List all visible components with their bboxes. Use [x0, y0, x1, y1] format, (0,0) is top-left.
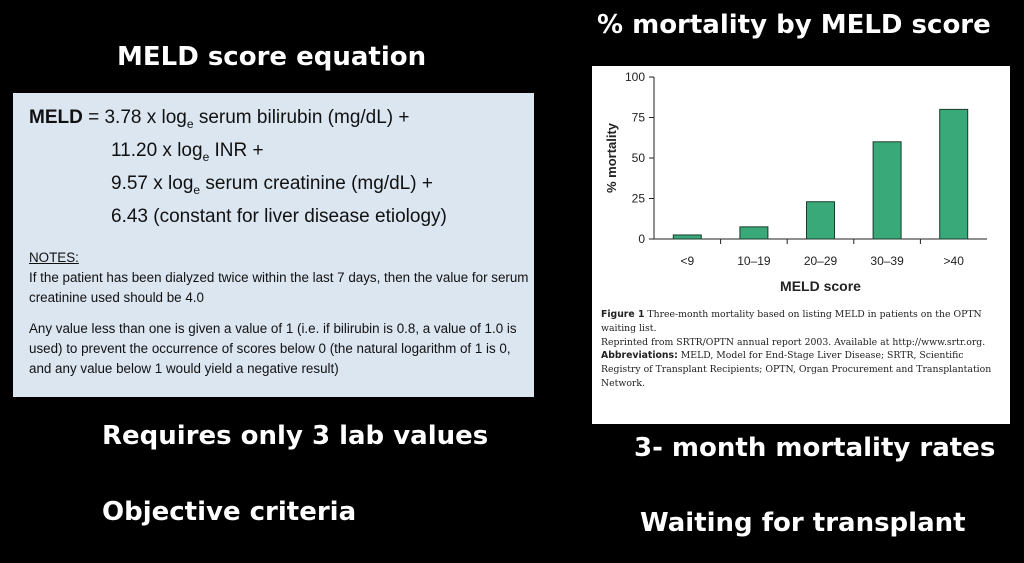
equation-line-3-term: serum creatinine (mg/dL) + [200, 173, 433, 194]
figure-text: Three-month mortality based on listing M… [601, 309, 982, 334]
bar-4 [939, 108, 969, 240]
equation-line-3-coef: 9.57 x log [111, 173, 194, 194]
point-objective-criteria: Objective criteria [102, 497, 357, 527]
bar-3 [872, 141, 902, 240]
y-tick-label: 0 [638, 232, 645, 246]
equation-line-2-coef: 11.20 x log [111, 140, 203, 161]
mortality-figure: 0 25 50 75 100 <9 10–19 20–29 30–39 >40 MELD score… [592, 66, 1010, 424]
x-tick-label: <9 [680, 254, 694, 268]
x-axis-title: MELD score [780, 278, 861, 294]
bar-0 [672, 234, 702, 240]
log-base-subscript: e [186, 116, 194, 131]
x-tick-label: 10–19 [737, 254, 771, 268]
equation-line-3: 9.57 x loge serum creatinine (mg/dL) + [111, 173, 433, 197]
mortality-bar-chart: 0 25 50 75 100 <9 10–19 20–29 30–39 >40 MELD score… [604, 70, 987, 294]
figure-label: Figure 1 [601, 309, 645, 320]
y-tick-label: 50 [632, 151, 646, 165]
chart-heading: % mortality by MELD score [597, 10, 991, 40]
equation-line-1-term: serum bilirubin (mg/dL) + [193, 107, 410, 128]
equation-line-4: 6.43 (constant for liver disease etiolog… [111, 206, 447, 227]
meld-equation-heading: MELD score equation [117, 42, 427, 72]
equation-line-1-coef: = 3.78 x log [82, 107, 187, 128]
figure-caption: Figure 1 Three-month mortality based on … [601, 308, 1003, 391]
note-dialysis: If the patient has been dialyzed twice w… [29, 270, 529, 305]
note-minimum-value: Any value less than one is given a value… [29, 321, 517, 376]
x-tick-label: 30–39 [870, 254, 904, 268]
meld-label: MELD [29, 107, 83, 128]
y-tick-label: 75 [632, 111, 646, 125]
notes-heading: NOTES: [29, 250, 79, 265]
log-base-subscript: e [202, 149, 210, 164]
x-tick-label: 20–29 [804, 254, 838, 268]
y-tick-label: 100 [625, 70, 645, 84]
point-lab-values: Requires only 3 lab values [102, 421, 489, 451]
y-axis-title: % mortality [604, 122, 619, 193]
figure-reprint-note: Reprinted from SRTR/OPTN annual report 2… [601, 336, 986, 348]
abbreviations-label: Abbreviations: [601, 350, 678, 362]
bar-1 [739, 226, 769, 240]
x-tick-label: >40 [944, 254, 965, 268]
abbreviations-text: MELD, Model for End-Stage Liver Disease;… [601, 350, 992, 389]
point-waiting-transplant: Waiting for transplant [640, 508, 966, 538]
meld-equation-box: MELD = 3.78 x loge serum bilirubin (mg/d… [13, 93, 534, 397]
equation-line-1: MELD = 3.78 x loge serum bilirubin (mg/d… [29, 107, 410, 131]
y-tick-label: 25 [632, 192, 646, 206]
equation-line-2-term: INR + [209, 140, 264, 161]
equation-line-2: 11.20 x loge INR + [111, 140, 264, 164]
point-mortality-rates: 3- month mortality rates [634, 433, 996, 463]
bar-2 [806, 201, 835, 240]
log-base-subscript: e [193, 182, 201, 197]
